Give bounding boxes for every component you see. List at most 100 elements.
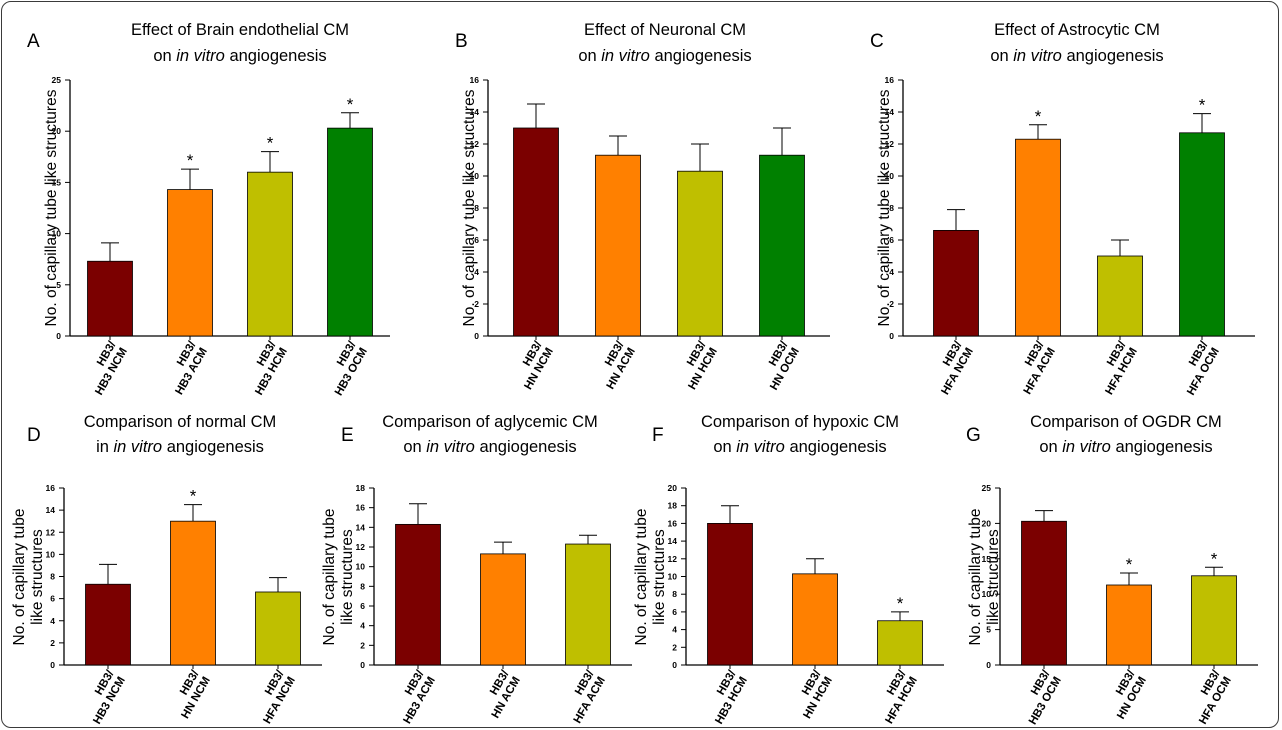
significance-star: * bbox=[897, 594, 904, 613]
bar bbox=[707, 523, 753, 666]
bar bbox=[87, 260, 133, 337]
y-tick-label: 14 bbox=[470, 107, 480, 117]
y-axis-label: No. of capillary tube bbox=[967, 509, 984, 646]
y-tick-label: 16 bbox=[46, 483, 56, 493]
bar bbox=[395, 523, 441, 666]
significance-star: * bbox=[1211, 549, 1218, 568]
y-tick-label: 8 bbox=[360, 581, 365, 591]
bar bbox=[480, 553, 526, 666]
y-tick-label: 4 bbox=[474, 267, 479, 277]
y-axis-label: No. of capillary tube bbox=[321, 509, 338, 646]
chart-panel-b: B Effect of Neuronal CM on in vitro angiog… bbox=[455, 21, 830, 392]
y-tick-label: 25 bbox=[982, 483, 992, 493]
y-tick-label: 10 bbox=[982, 589, 992, 599]
y-tick-label: 10 bbox=[52, 229, 62, 239]
y-tick-label: 2 bbox=[50, 638, 55, 648]
significance-star: * bbox=[190, 487, 197, 506]
y-tick-label: 10 bbox=[885, 171, 895, 181]
x-category-label: HB3/HN OCM bbox=[757, 339, 802, 393]
chart-title-line: in in vitro angiogenesis bbox=[96, 438, 264, 456]
x-category-label: HB3/HN HCM bbox=[675, 339, 720, 392]
chart-title-line: on in vitro angiogenesis bbox=[1039, 438, 1212, 456]
y-tick-label: 0 bbox=[50, 660, 55, 670]
bar bbox=[565, 543, 611, 666]
x-category-label: HB3/HB3 ACM bbox=[162, 339, 210, 397]
y-axis-label: No. of capillary tube bbox=[633, 509, 650, 646]
y-tick-label: 0 bbox=[889, 331, 894, 341]
y-tick-label: 16 bbox=[668, 518, 678, 528]
bar bbox=[677, 170, 723, 337]
y-tick-label: 18 bbox=[668, 501, 678, 511]
y-tick-label: 8 bbox=[50, 572, 55, 582]
y-tick-label: 0 bbox=[56, 331, 61, 341]
y-tick-label: 0 bbox=[672, 660, 677, 670]
y-tick-label: 2 bbox=[474, 299, 479, 309]
y-tick-label: 6 bbox=[672, 607, 677, 617]
y-tick-label: 8 bbox=[672, 589, 677, 599]
significance-star: * bbox=[267, 134, 274, 153]
y-tick-label: 8 bbox=[889, 203, 894, 213]
significance-star: * bbox=[347, 95, 354, 114]
y-tick-label: 2 bbox=[889, 299, 894, 309]
x-category-label: HB3/HN ACM bbox=[593, 339, 638, 392]
y-tick-label: 20 bbox=[982, 518, 992, 528]
chart-panel-e: E Comparison of aglycemic CM on in vitro a… bbox=[321, 413, 632, 726]
x-category-label: HB3/HFA OCM bbox=[1174, 339, 1222, 398]
x-category-label: HB3/HB3 HCM bbox=[702, 668, 750, 727]
chart-title-line: Comparison of aglycemic CM bbox=[382, 413, 597, 431]
panel-letter: C bbox=[870, 31, 884, 52]
chart-title-line: Effect of Brain endothelial CM bbox=[131, 21, 349, 39]
chart-panel-d: D Comparison of normal CM in in vitro angi… bbox=[11, 413, 322, 726]
y-axis-label: like structures bbox=[985, 529, 1002, 625]
bar bbox=[933, 229, 979, 337]
bar bbox=[759, 154, 805, 337]
significance-star: * bbox=[187, 151, 194, 170]
bar bbox=[167, 189, 213, 337]
chart-title-line: Comparison of OGDR CM bbox=[1030, 413, 1222, 431]
y-axis-label: No. of capillary tube like structures bbox=[43, 89, 60, 326]
y-tick-label: 2 bbox=[360, 640, 365, 650]
bar bbox=[1015, 138, 1061, 337]
bar bbox=[255, 591, 301, 666]
bar bbox=[792, 573, 838, 666]
y-tick-label: 20 bbox=[52, 126, 62, 136]
y-tick-label: 16 bbox=[470, 75, 480, 85]
y-tick-label: 12 bbox=[46, 527, 56, 537]
x-category-label: HB3/HN OCM bbox=[1104, 668, 1149, 722]
chart-title-line: on in vitro angiogenesis bbox=[403, 438, 576, 456]
chart-title-line: Effect of Astrocytic CM bbox=[994, 21, 1160, 39]
x-category-label: HB3/HFA NCM bbox=[928, 339, 976, 397]
significance-star: * bbox=[1199, 96, 1206, 115]
chart-panel-a: A Effect of Brain endothelial CM on in vit… bbox=[27, 21, 390, 398]
y-tick-label: 6 bbox=[360, 601, 365, 611]
panel-letter: A bbox=[27, 31, 40, 52]
y-tick-label: 2 bbox=[672, 642, 677, 652]
bar bbox=[595, 154, 641, 337]
y-tick-label: 18 bbox=[356, 483, 366, 493]
y-axis-label: No. of capillary tube like structures bbox=[461, 89, 478, 326]
y-tick-label: 14 bbox=[668, 536, 678, 546]
bar bbox=[247, 171, 293, 337]
bar bbox=[170, 520, 216, 666]
y-tick-label: 6 bbox=[474, 235, 479, 245]
y-tick-label: 8 bbox=[474, 203, 479, 213]
chart-panel-f: F Comparison of hypoxic CM on in vitro ang… bbox=[633, 413, 944, 726]
y-tick-label: 0 bbox=[986, 660, 991, 670]
y-tick-label: 4 bbox=[50, 616, 55, 626]
y-tick-label: 16 bbox=[356, 503, 366, 513]
x-category-label: HB3/HN HCM bbox=[790, 668, 835, 721]
y-axis-label: No. of capillary tube bbox=[11, 509, 28, 646]
y-tick-label: 0 bbox=[360, 660, 365, 670]
panel-letter: B bbox=[455, 31, 468, 52]
x-category-label: HB3/HFA ACM bbox=[560, 668, 608, 726]
y-tick-label: 12 bbox=[470, 139, 480, 149]
y-tick-label: 5 bbox=[986, 625, 991, 635]
bar bbox=[1191, 575, 1237, 666]
chart-title-line: Comparison of normal CM bbox=[84, 413, 277, 431]
x-category-label: HB3/HN ACM bbox=[478, 668, 523, 721]
x-category-label: HB3/HFA ACM bbox=[1010, 339, 1058, 397]
y-tick-label: 15 bbox=[52, 177, 62, 187]
y-tick-label: 12 bbox=[356, 542, 366, 552]
y-tick-label: 16 bbox=[885, 75, 895, 85]
